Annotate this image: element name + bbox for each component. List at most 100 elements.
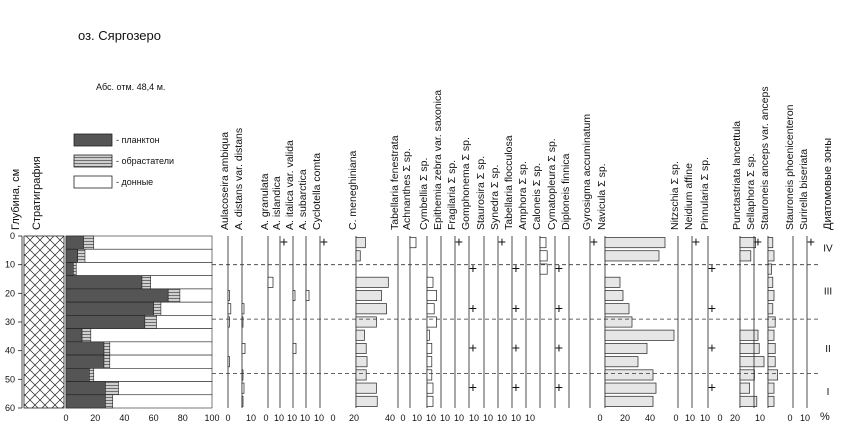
summary-plankton-bar	[65, 301, 154, 316]
taxon-bar	[355, 342, 367, 354]
taxon-bar	[739, 237, 756, 249]
scale-label: 10	[800, 413, 810, 423]
taxon-label: Pinnularia Σ sp.	[699, 157, 711, 230]
scale-label: 0	[597, 413, 602, 423]
scale-label: 10	[483, 413, 493, 423]
scale-label: 10	[755, 413, 765, 423]
depth-tick-label: 0	[10, 231, 15, 241]
taxon-label: Gomphonema Σ sp.	[460, 137, 472, 230]
taxon-bar	[426, 316, 437, 328]
taxon-bar	[426, 290, 437, 302]
summary-tick-label: 40	[119, 413, 129, 423]
taxon-bar	[426, 369, 433, 381]
summary-tick-label: 100	[204, 413, 219, 423]
taxon-bar	[604, 329, 675, 341]
taxon-bar	[604, 250, 660, 262]
taxon-bar	[227, 356, 230, 368]
summary-plankton-bar	[65, 315, 146, 329]
summary-plankton-bar	[65, 394, 106, 409]
depth-tick-label: 20	[5, 288, 15, 298]
summary-periphyton-bar	[73, 262, 77, 276]
taxon-bar	[767, 237, 774, 249]
legend-swatch-benthic	[73, 175, 113, 189]
taxon-bar	[355, 356, 368, 368]
taxon-bar	[305, 290, 310, 302]
taxon-bar	[604, 356, 639, 368]
summary-plankton-bar	[65, 341, 105, 356]
taxon-label: Amphora Σ sp.	[517, 161, 529, 230]
taxon-bar	[227, 290, 230, 302]
taxon-bar	[604, 382, 657, 394]
taxon-label: Punctastriata lancettula	[731, 121, 743, 230]
taxon-label: Sellaphora Σ sp.	[745, 153, 757, 230]
scale-label: 10	[440, 413, 450, 423]
taxon-label: Cyclotella comta	[311, 153, 323, 230]
taxon-bar	[426, 276, 434, 288]
scale-label: 10	[287, 413, 297, 423]
legend-swatch-plankton	[73, 133, 113, 147]
summary-plankton-bar	[65, 381, 106, 396]
depth-tick-label: 40	[5, 346, 15, 356]
taxon-bar	[241, 303, 245, 315]
taxon-bar	[292, 342, 297, 354]
scale-label: 10	[274, 413, 284, 423]
ecology-summary: 0 20 40 60 80 100	[63, 235, 220, 423]
rare-marker: +	[512, 339, 520, 355]
scale-label: 10	[246, 413, 256, 423]
taxon-label: Tabellaria fenestrata	[389, 135, 401, 230]
taxon-bar	[604, 369, 654, 381]
summary-periphyton-bar	[103, 341, 111, 356]
rare-marker: +	[469, 300, 477, 316]
rare-marker: +	[692, 234, 700, 250]
summary-periphyton-bar	[83, 235, 95, 250]
scale-label: 10	[525, 413, 535, 423]
summary-periphyton-bar	[167, 288, 181, 303]
zone-label: III	[824, 286, 832, 297]
summary-plankton-bar	[65, 235, 84, 250]
scale-label: 0	[787, 413, 792, 423]
scale-label: 0	[225, 413, 230, 423]
taxon-label: Synedra Σ sp.	[489, 165, 501, 230]
taxon-label: Aulacoseira ambiqua	[219, 132, 231, 230]
taxon-label: Cymatopleura Σ sp.	[546, 138, 558, 230]
summary-plankton-bar	[65, 354, 105, 369]
taxon-bar	[426, 395, 434, 407]
taxon-label: A. subarctica	[297, 169, 309, 230]
rare-marker: +	[807, 234, 815, 250]
rare-marker: +	[708, 339, 716, 355]
chart-subtitle: Абс. отм. 48,4 м.	[96, 82, 165, 92]
rare-marker: +	[455, 234, 463, 250]
scale-label: 10	[469, 413, 479, 423]
taxon-label: Tabellaria flocculosa	[503, 135, 515, 230]
taxon-bar	[767, 290, 775, 302]
taxon-label: Fragilaria Σ sp.	[446, 160, 458, 230]
taxon-bar	[355, 290, 382, 302]
taxon-label: Cymbellia Σ sp.	[418, 158, 430, 230]
taxon-bar	[426, 356, 433, 368]
taxon-bar	[604, 303, 630, 315]
taxon-bar	[426, 303, 435, 315]
taxon-label: Gyrosigma accuminatum	[581, 114, 593, 230]
taxon-bar	[604, 342, 648, 354]
taxon-bar	[267, 276, 274, 288]
taxon-bar	[355, 395, 378, 407]
percent-label: %	[820, 411, 830, 423]
taxon-bar	[241, 395, 244, 407]
scale-label: 40	[645, 413, 655, 423]
stratigraphy-column	[23, 235, 65, 409]
chart-title: оз. Сяргозеро	[78, 28, 161, 43]
taxon-bar	[241, 342, 246, 354]
taxon-bar	[426, 342, 433, 354]
taxon-bar	[539, 263, 548, 275]
summary-tick-label: 60	[149, 413, 159, 423]
rare-marker: +	[469, 379, 477, 395]
taxon-bar	[767, 329, 775, 341]
depth-tick-label: 10	[5, 260, 15, 270]
taxon-bar	[241, 382, 245, 394]
taxon-bar	[604, 237, 666, 249]
taxon-bar	[355, 303, 387, 315]
taxon-label: C. meneghiniana	[347, 150, 359, 230]
summary-periphyton-bar	[81, 328, 92, 343]
rare-marker: +	[512, 260, 520, 276]
